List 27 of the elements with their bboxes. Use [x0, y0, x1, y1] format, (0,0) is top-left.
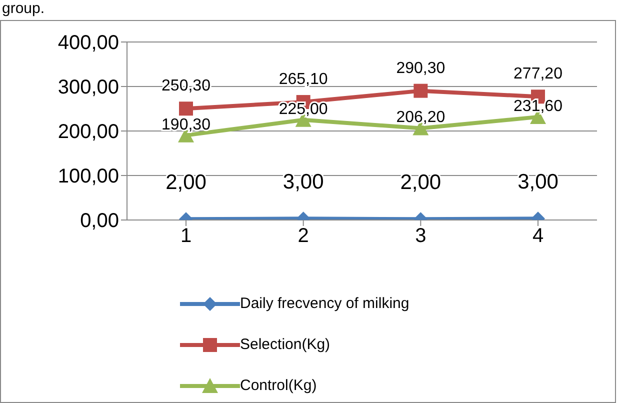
text: group. — [2, 0, 45, 17]
x-tick-label: 3 — [415, 225, 426, 248]
data-label: 290,30 — [396, 60, 446, 77]
x-tick-label: 4 — [532, 225, 544, 248]
x-tick-label: 2 — [298, 225, 309, 248]
point — [414, 84, 428, 98]
point — [179, 102, 193, 116]
data-label: 2,00 — [166, 171, 206, 194]
y-tick-label: 400,00 — [58, 32, 119, 54]
x-tick-label: 1 — [180, 225, 192, 248]
data-label: 2,00 — [400, 171, 442, 194]
y-tick-label: 200,00 — [58, 121, 119, 144]
legend-label: Control(Kg) — [240, 377, 317, 394]
data-label: 231,60 — [514, 98, 563, 115]
data-label: 206,20 — [396, 109, 446, 126]
data-label: 3,00 — [282, 170, 324, 194]
data-label: 225,00 — [278, 100, 328, 118]
legend-label: Daily frecvency of milking — [240, 295, 410, 312]
legend-label: Selection(Kg) — [240, 336, 330, 353]
data-label: 3,00 — [518, 170, 558, 194]
data-label: 250,30 — [162, 78, 211, 95]
y-tick-label: 100,00 — [58, 166, 119, 188]
data-label: 190,30 — [162, 116, 211, 134]
data-label: 277,20 — [514, 66, 563, 83]
y-tick-label: 300,00 — [58, 76, 119, 99]
y-tick-label: 0,00 — [80, 210, 119, 232]
data-label: 265,10 — [278, 71, 328, 88]
